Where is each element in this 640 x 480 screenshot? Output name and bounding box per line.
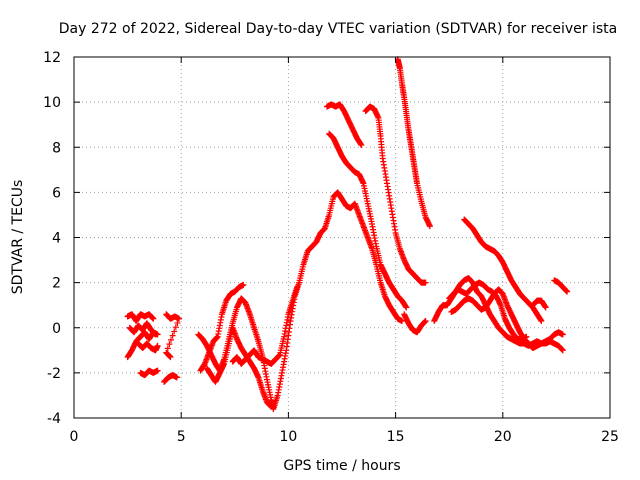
data-point — [152, 331, 159, 338]
tick-labels: 0 5 10 15 20 25 -4 -2 0 2 4 6 8 10 12 — [43, 50, 619, 445]
x-tick-label: 10 — [279, 429, 297, 445]
series-arc-c — [126, 320, 159, 338]
data-point — [559, 331, 566, 338]
x-tick-label: 5 — [177, 429, 186, 445]
y-tick-label: 8 — [52, 140, 61, 156]
series-arc-a — [124, 311, 157, 324]
y-axis-label: SDTVAR / TECUs — [10, 180, 26, 295]
series-arc-u — [529, 297, 549, 311]
data-point — [176, 315, 183, 322]
data-point — [164, 345, 171, 352]
series-arc-n — [362, 103, 429, 286]
series-arc-l — [323, 101, 365, 148]
y-tick-label: 2 — [52, 276, 61, 292]
series-arc-i — [203, 324, 275, 410]
data-point — [268, 403, 275, 410]
x-tick-label: 15 — [387, 429, 405, 445]
y-tick-label: 6 — [52, 185, 61, 201]
x-tick-label: 0 — [70, 429, 79, 445]
data-point — [173, 374, 180, 381]
data-point — [174, 319, 181, 326]
data-point — [403, 304, 410, 311]
y-tick-label: -2 — [47, 366, 61, 382]
data-point — [422, 317, 429, 324]
series-arc-o — [394, 56, 433, 230]
data-point — [399, 317, 406, 324]
grid — [74, 57, 610, 418]
data-point — [564, 288, 571, 295]
data-marks — [124, 56, 571, 412]
data-point — [293, 284, 300, 291]
data-point — [422, 279, 429, 286]
series-arc-g — [161, 372, 180, 385]
data-point — [240, 281, 247, 288]
data-point — [154, 367, 161, 374]
data-point — [171, 328, 178, 335]
y-tick-label: 12 — [43, 50, 61, 66]
y-tick-label: 4 — [52, 231, 61, 247]
series-arc-e — [137, 367, 161, 379]
y-tick-label: -4 — [47, 411, 61, 427]
y-tick-label: 10 — [43, 95, 61, 111]
series-arc-j — [197, 281, 247, 374]
data-point — [166, 341, 173, 348]
data-point — [358, 141, 365, 148]
data-point — [150, 315, 157, 322]
series-arc-d — [135, 340, 161, 354]
series-arc-k — [229, 284, 300, 367]
data-point — [542, 304, 549, 311]
series-arc-p — [401, 311, 429, 336]
data-point — [154, 342, 161, 349]
data-point — [167, 354, 174, 361]
x-tick-label: 20 — [494, 429, 512, 445]
axis-ticks — [73, 56, 611, 419]
data-point — [169, 332, 176, 339]
series-arc-f — [163, 311, 183, 361]
series-arc-s — [446, 279, 530, 343]
series-arc-v — [551, 277, 571, 295]
data-point — [559, 347, 566, 354]
data-point — [172, 324, 179, 331]
y-tick-label: 0 — [52, 321, 61, 337]
x-tick-label: 25 — [601, 429, 619, 445]
data-point — [426, 223, 433, 230]
data-point — [538, 317, 545, 324]
data-point — [168, 336, 175, 343]
x-axis-label: GPS time / hours — [283, 458, 400, 474]
chart-title: Day 272 of 2022, Sidereal Day-to-day VTE… — [59, 21, 617, 37]
series-arc-m — [326, 130, 410, 311]
data-point — [523, 333, 530, 340]
